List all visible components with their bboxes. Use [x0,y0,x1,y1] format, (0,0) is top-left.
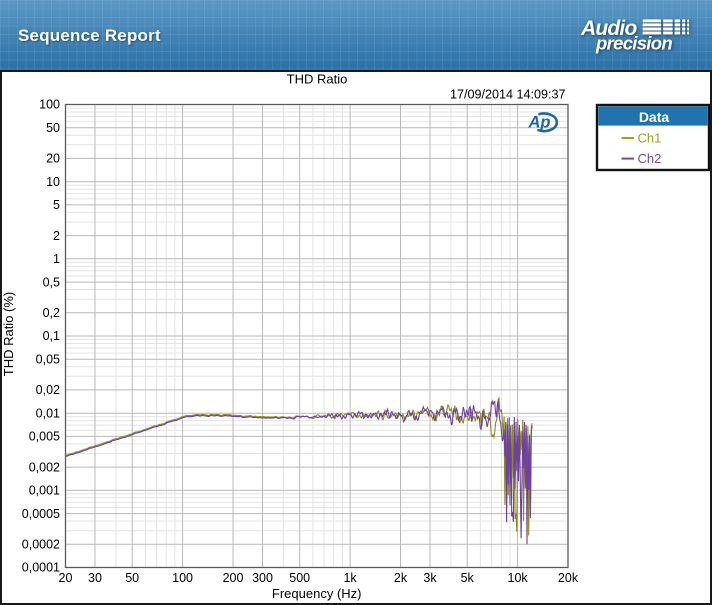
svg-text:0,01: 0,01 [36,406,60,420]
svg-text:0,002: 0,002 [29,460,60,474]
svg-text:5: 5 [53,198,60,212]
svg-text:200: 200 [223,571,244,585]
svg-text:3k: 3k [423,571,437,585]
svg-text:500: 500 [289,571,310,585]
svg-text:0,001: 0,001 [29,484,60,498]
svg-text:50: 50 [46,121,60,135]
svg-text:0,1: 0,1 [43,329,60,343]
svg-text:17/09/2014 14:09:37: 17/09/2014 14:09:37 [450,87,566,101]
svg-text:30: 30 [88,571,102,585]
svg-text:THD Ratio: THD Ratio [287,71,348,86]
svg-text:0,005: 0,005 [29,430,60,444]
svg-text:100: 100 [39,98,60,112]
svg-text:0,0001: 0,0001 [22,561,60,575]
svg-text:0,2: 0,2 [43,306,60,320]
svg-text:Ch2: Ch2 [638,151,662,166]
svg-text:1: 1 [53,252,60,266]
svg-text:0,05: 0,05 [36,352,60,366]
svg-text:Ch1: Ch1 [638,131,662,146]
svg-text:50: 50 [125,571,139,585]
svg-text:5k: 5k [461,571,475,585]
svg-text:Data: Data [639,109,670,125]
svg-text:THD Ratio (%): THD Ratio (%) [1,292,16,377]
svg-text:Frequency (Hz): Frequency (Hz) [272,586,362,601]
svg-text:2k: 2k [394,571,408,585]
svg-text:Ap: Ap [528,114,551,132]
svg-text:0,02: 0,02 [36,383,60,397]
svg-text:0,0002: 0,0002 [22,538,60,552]
svg-text:300: 300 [252,571,273,585]
svg-text:2: 2 [53,229,60,243]
svg-text:1k: 1k [343,571,357,585]
svg-text:0,5: 0,5 [43,275,60,289]
svg-text:20k: 20k [558,571,579,585]
svg-text:precision: precision [595,33,672,54]
svg-text:0,0005: 0,0005 [22,507,60,521]
svg-text:100: 100 [172,571,193,585]
svg-text:20: 20 [46,152,60,166]
svg-text:10k: 10k [508,571,529,585]
svg-text:Audio: Audio [580,17,637,40]
svg-text:10: 10 [46,175,60,189]
svg-text:20: 20 [59,571,73,585]
